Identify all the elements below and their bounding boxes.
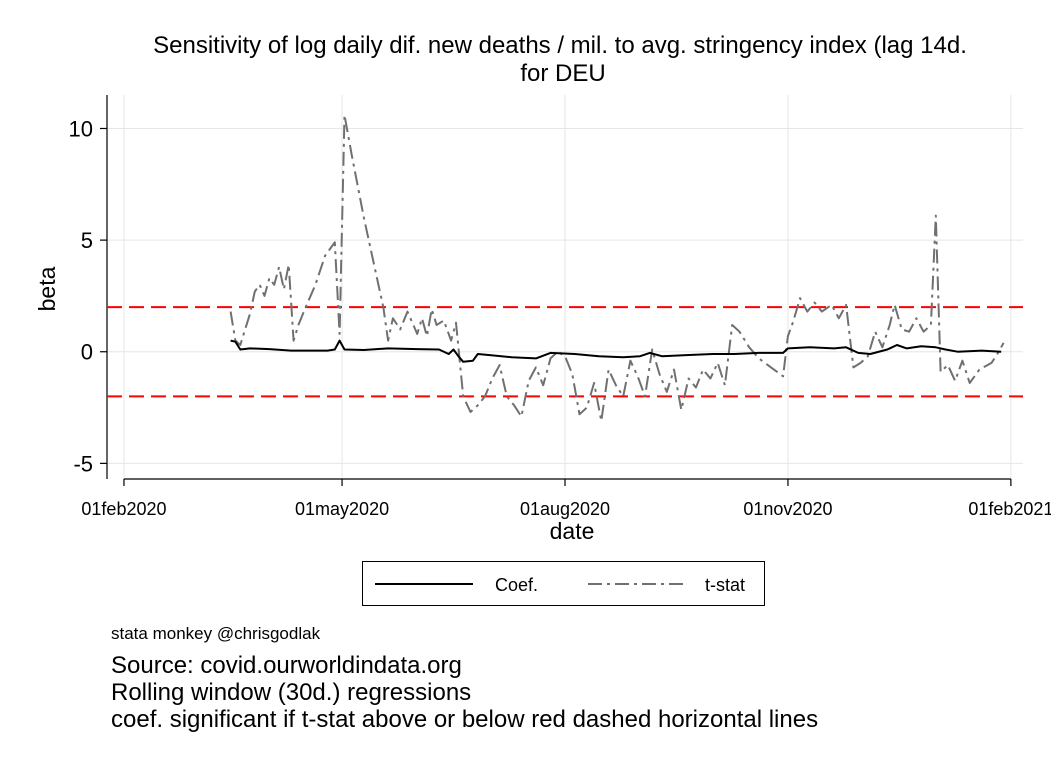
chart-subtitle: for DEU [520,60,606,87]
legend: Coef. t-stat [362,561,765,606]
y-tick-label: -5 [73,451,93,476]
line-chart: 10 5 0 -5 01feb2020 01may2020 01aug2020 01nov20… [34,95,1051,544]
significance-note: coef. significant if t-stat above or bel… [111,706,819,733]
x-tick-label: 01nov2020 [743,499,832,519]
legend-label-coef: Coef. [495,575,539,595]
credit-text: stata monkey @chrisgodlak [111,624,321,643]
legend-label-tstat: t-stat [705,575,746,595]
series-tstat-line [229,114,1005,422]
y-tick-label: 5 [81,228,93,253]
y-axis-title: beta [34,266,60,311]
x-tick-label: 01feb2021 [968,499,1051,519]
y-tick-label: 0 [81,340,93,365]
x-tick-label: 01aug2020 [520,499,610,519]
source-note: Source: covid.ourworldindata.org [111,652,462,679]
x-tick-label: 01feb2020 [81,499,166,519]
series-coef-line [230,339,1002,363]
method-note: Rolling window (30d.) regressions [111,679,472,706]
x-axis-title: date [550,518,595,544]
y-tick-label: 10 [69,116,93,141]
x-tick-label: 01may2020 [295,499,389,519]
chart-title: Sensitivity of log daily dif. new deaths… [153,32,967,59]
